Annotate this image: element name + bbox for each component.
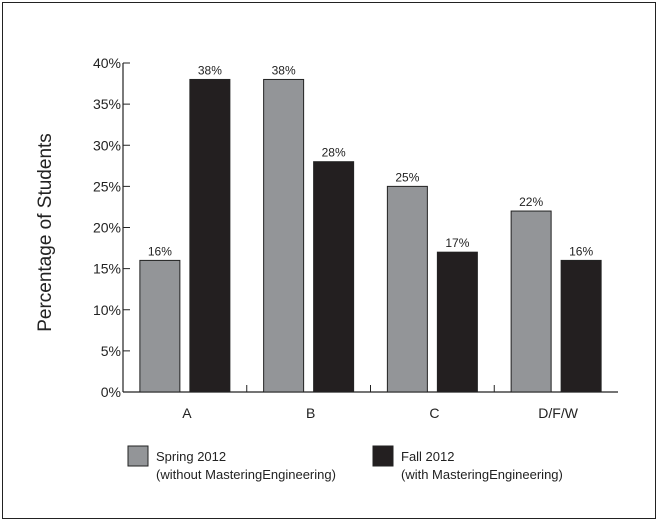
bar [436, 251, 478, 393]
legend-label: Spring 2012 [156, 449, 226, 464]
axes: 0% 5% 10% 15% 20% 25% 30% 35% 40% Percentage of S… [35, 55, 618, 421]
y-tick-label: 10% [93, 302, 121, 318]
data-label: 38% [198, 63, 222, 77]
chart-frame: 0% 5% 10% 15% 20% 25% 30% 35% 40% Percentage of S… [2, 2, 656, 519]
legend-swatch [372, 445, 394, 467]
data-label: 22% [519, 195, 543, 209]
y-tick-label: 20% [93, 220, 121, 236]
y-tick-label: 30% [93, 137, 121, 153]
bar [386, 185, 428, 393]
x-tick-label: D/F/W [538, 405, 578, 421]
x-tick-label: A [182, 405, 192, 421]
y-tick-label: 40% [93, 55, 121, 71]
data-label: 17% [445, 236, 469, 250]
bar [510, 210, 552, 393]
legend: Spring 2012 (without MasteringEngineering… [127, 445, 563, 482]
legend-sublabel: (without MasteringEngineering) [156, 467, 336, 482]
bar [313, 161, 355, 393]
bar [560, 259, 602, 393]
legend-label: Fall 2012 [401, 449, 454, 464]
y-tick-label: 5% [101, 343, 121, 359]
data-label: 25% [395, 170, 419, 184]
data-label: 16% [148, 244, 172, 258]
bar-chart: 0% 5% 10% 15% 20% 25% 30% 35% 40% Percentage of S… [35, 55, 618, 482]
y-tick-label: 15% [93, 261, 121, 277]
data-label: 38% [272, 63, 296, 77]
bar [189, 78, 231, 393]
data-label: 28% [322, 146, 346, 160]
x-tick-label: B [306, 405, 315, 421]
data-label: 16% [569, 244, 593, 258]
legend-sublabel: (with MasteringEngineering) [401, 467, 563, 482]
y-axis-title: Percentage of Students [35, 133, 56, 332]
bar [139, 259, 181, 393]
bar [263, 78, 305, 393]
bars [139, 78, 602, 393]
y-tick-label: 0% [101, 384, 121, 400]
y-tick-label: 25% [93, 178, 121, 194]
data-labels: 16% 38% 38% 28% 25% 17% 22% 16% [148, 63, 594, 258]
legend-swatch [127, 445, 149, 467]
y-tick-label: 35% [93, 96, 121, 112]
x-tick-label: C [429, 405, 439, 421]
